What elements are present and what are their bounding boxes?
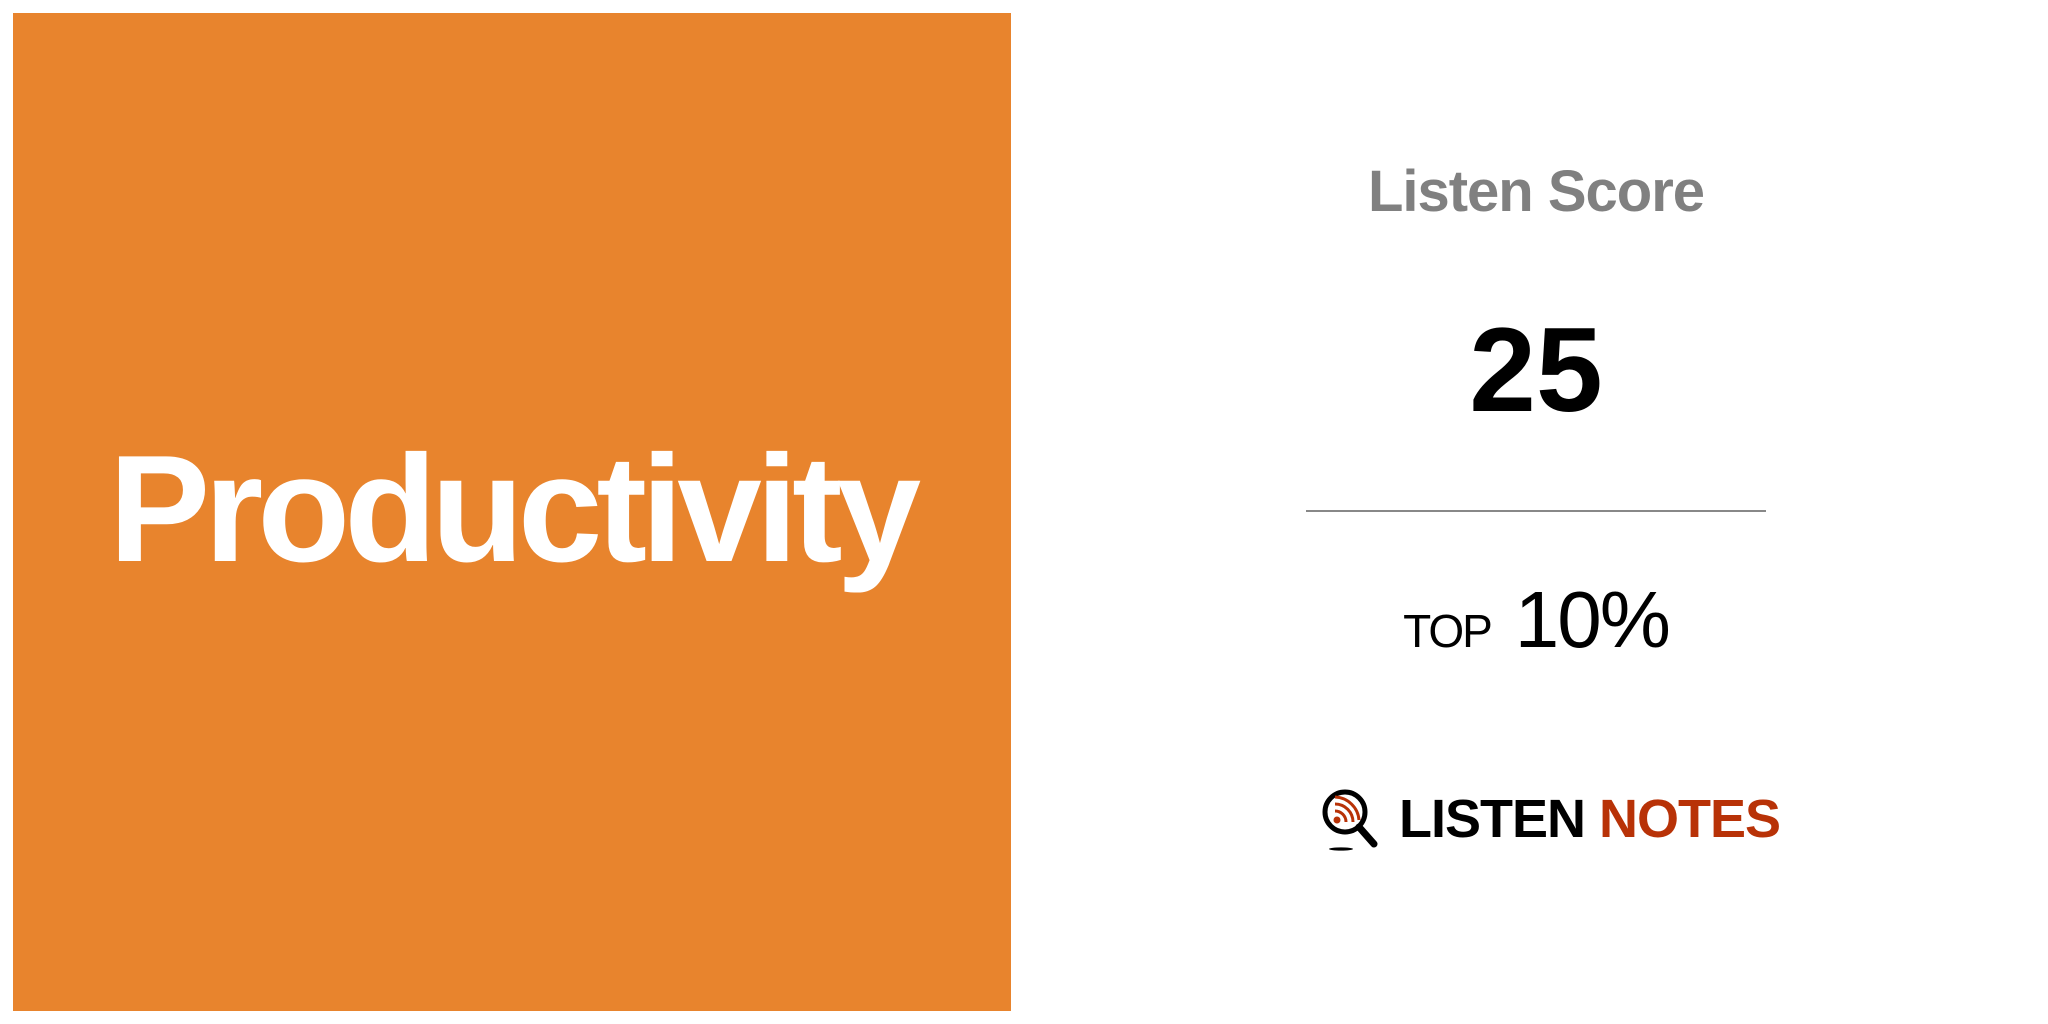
- logo-word-notes: NOTES: [1599, 789, 1781, 849]
- podcast-cover-art: Productivity: [13, 13, 1011, 1011]
- rank: TOP 10%: [1306, 580, 1766, 660]
- divider: [1306, 510, 1766, 512]
- cover-title: Productivity: [108, 424, 921, 594]
- magnifier-podcast-icon: [1322, 789, 1378, 851]
- listen-notes-logo: LISTEN NOTES: [1319, 786, 1781, 852]
- listen-score-label: Listen Score: [1367, 159, 1705, 224]
- rank-prefix: TOP: [1403, 605, 1493, 657]
- rank-percent: 10%: [1514, 575, 1671, 664]
- logo-word-listen: LISTEN: [1399, 789, 1586, 849]
- listen-score-value: 25: [1469, 303, 1603, 437]
